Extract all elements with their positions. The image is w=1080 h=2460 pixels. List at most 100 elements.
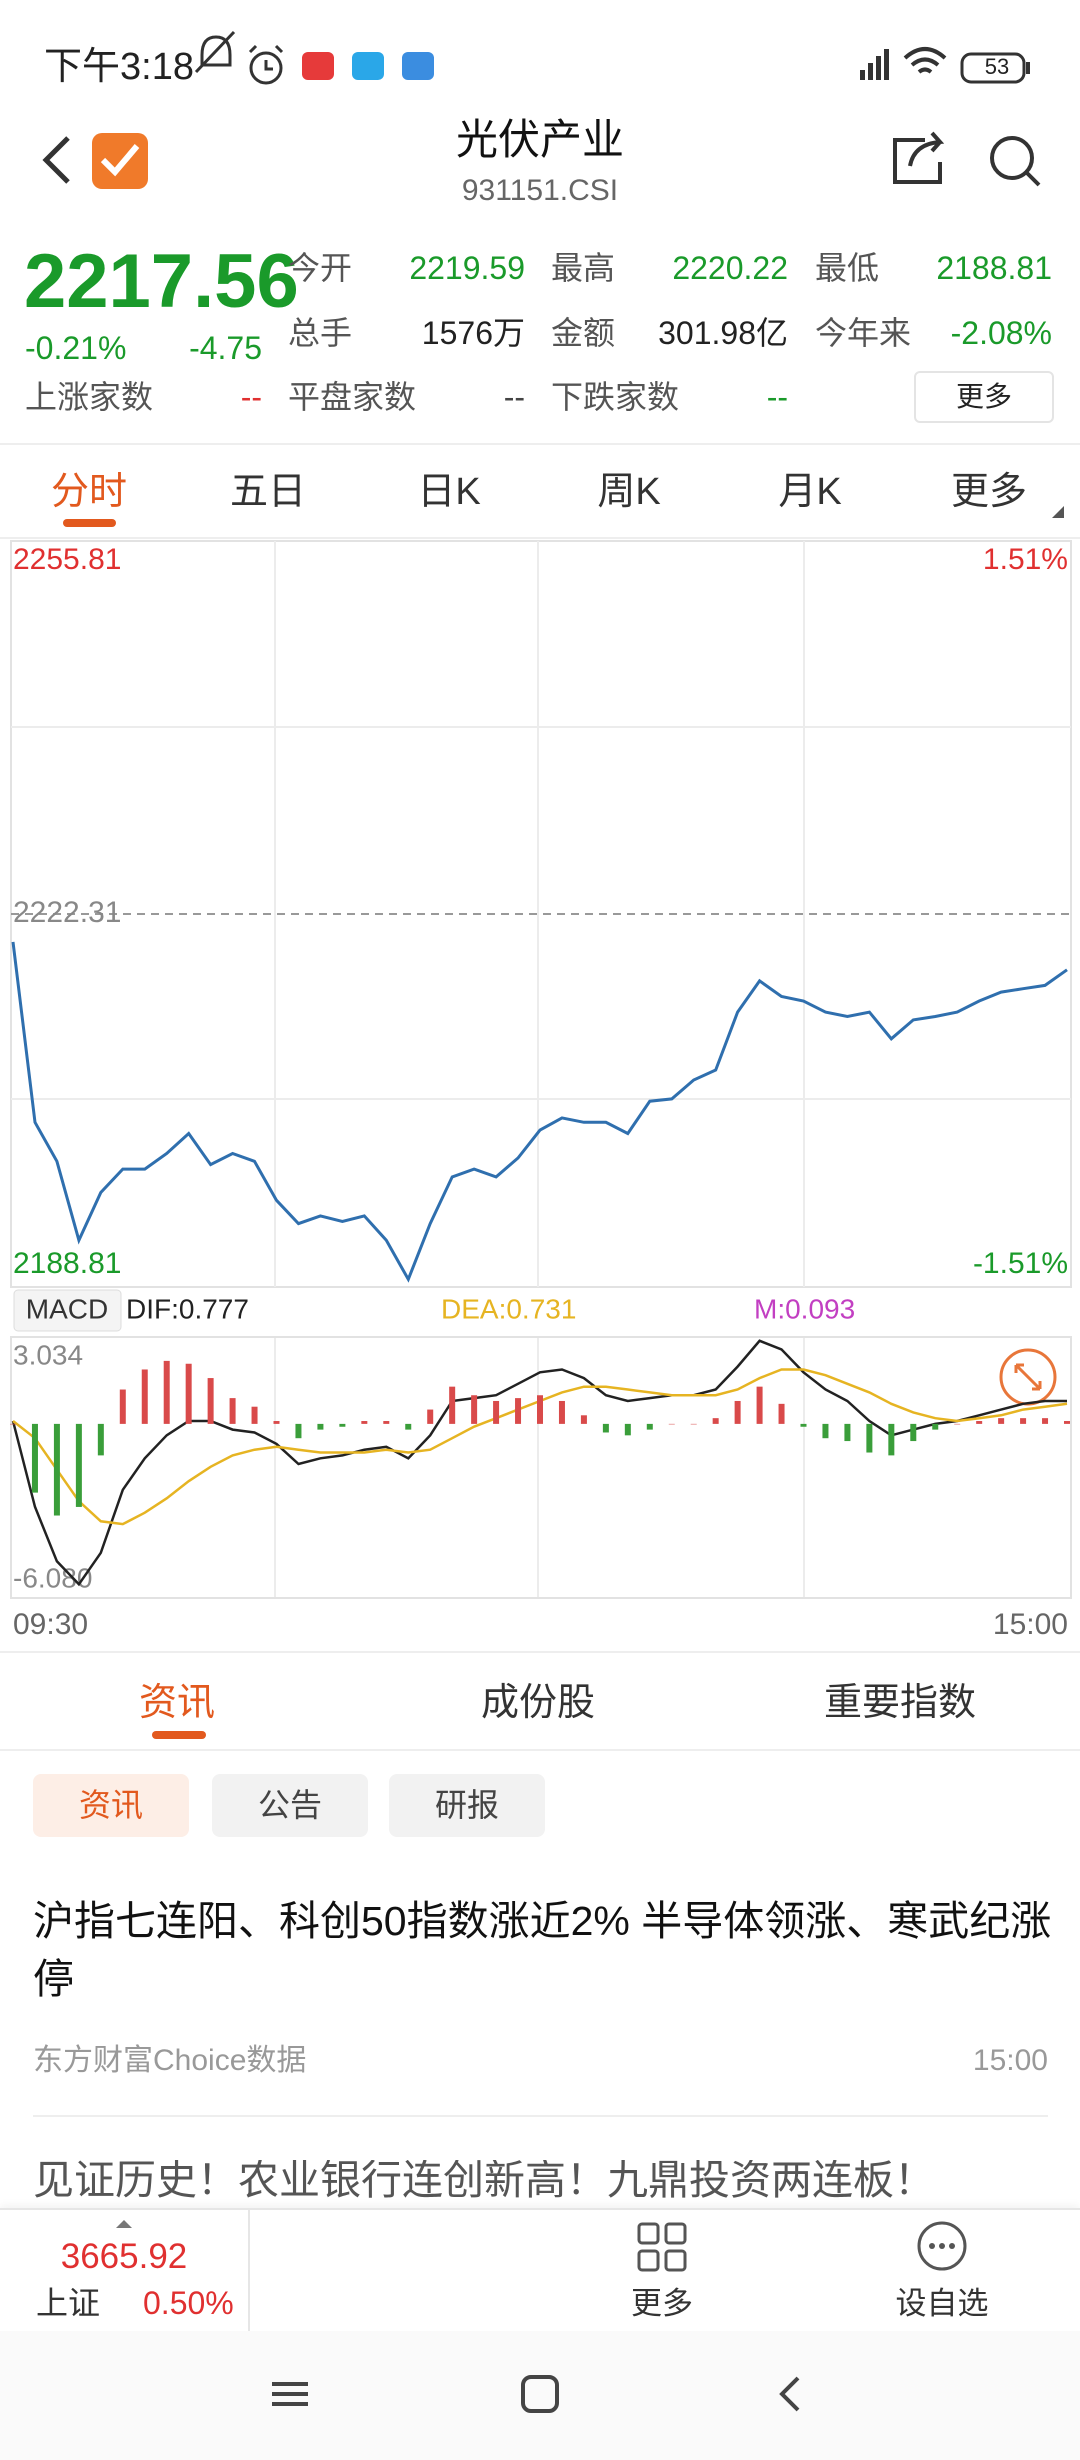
index-code: 931151.CSI <box>461 174 619 207</box>
more-icon[interactable] <box>637 2222 687 2272</box>
macd-bar <box>580 1415 587 1424</box>
filter-chip[interactable]: 公告 <box>212 1774 368 1837</box>
macd-bar <box>756 1386 763 1424</box>
macd-bar <box>317 1423 324 1430</box>
share-button[interactable] <box>893 131 945 184</box>
stat-value: 2220.22 <box>672 250 788 286</box>
nav-menu[interactable] <box>272 2382 308 2406</box>
bottom-icons <box>0 2220 1080 2460</box>
filter-chip[interactable]: 资讯 <box>33 1774 189 1837</box>
macd-bar <box>207 1378 214 1424</box>
x-tick-label: 09:30 <box>13 1608 88 1641</box>
stat-value: 2219.59 <box>409 250 525 286</box>
macd-bar <box>844 1423 851 1442</box>
macd-bar <box>449 1386 456 1424</box>
macd-bar <box>954 1423 961 1425</box>
macd-line <box>11 1339 1067 1587</box>
change: -4.75 <box>189 330 262 366</box>
watchlist-icon[interactable] <box>917 2221 967 2271</box>
stat-value: 301.98亿 <box>658 315 788 351</box>
macd-bar <box>97 1423 104 1456</box>
y-tick-label: 3.034 <box>13 1339 83 1370</box>
back-button[interactable] <box>42 136 70 184</box>
macd-bar <box>1064 1421 1070 1424</box>
divider <box>0 1651 1080 1653</box>
divider <box>248 2210 250 2331</box>
battery-level: 53 <box>984 54 1010 79</box>
breadth-label: 上涨家数 <box>25 379 154 415</box>
macd-bar <box>141 1369 148 1424</box>
status-time: 下午3:18 <box>44 46 194 88</box>
news-title[interactable]: 沪指七连阳、科创50指数涨近2% 半导体领涨、寒武纪涨停 <box>33 1898 1052 2002</box>
legend-entry: M:0.093 <box>754 1293 855 1324</box>
macd-bar <box>273 1421 280 1424</box>
macd-bar <box>163 1360 170 1424</box>
macd-bar <box>10 1423 16 1425</box>
stat-label: 金额 <box>551 315 616 351</box>
filter-chip[interactable]: 研报 <box>389 1774 545 1837</box>
macd-bar <box>910 1423 917 1442</box>
expand-button[interactable] <box>999 1348 1057 1406</box>
period-tab[interactable]: 日K <box>417 471 481 513</box>
macd-bar <box>295 1423 302 1439</box>
indicator-name: MACD <box>26 1293 108 1324</box>
header-icons <box>42 131 1041 189</box>
indicator-box[interactable] <box>13 1289 122 1332</box>
macd-bar <box>668 1423 675 1425</box>
legend-entry: DIF:0.777 <box>126 1293 249 1324</box>
x-tick-label: 15:00 <box>993 1608 1068 1641</box>
tab-underline <box>63 519 116 527</box>
y-tick-label: 2255.81 <box>13 543 121 576</box>
macd-bar <box>734 1400 741 1424</box>
news-tab[interactable]: 成份股 <box>480 1682 595 1724</box>
stat-label: 今开 <box>288 250 353 286</box>
news-source: 东方财富Choice数据 <box>33 2044 307 2077</box>
news-tab[interactable]: 重要指数 <box>823 1682 976 1724</box>
macd-bar <box>75 1423 82 1507</box>
macd-bar <box>976 1421 983 1424</box>
macd-bar <box>405 1423 412 1430</box>
macd-bar <box>31 1423 38 1493</box>
intraday-chart: 2222.31 2188.81 2255.81 -1.51% 1.51% MACD DIF:… <box>10 540 1072 1641</box>
macd-bar <box>602 1423 609 1433</box>
period-tab[interactable]: 周K <box>597 471 661 513</box>
breadth-value: -- <box>503 379 525 415</box>
macd-bar <box>427 1409 434 1424</box>
macd-bar <box>712 1418 719 1424</box>
stat-label: 今年来 <box>815 315 912 351</box>
divider <box>0 443 1080 445</box>
news-time: 15:00 <box>972 2044 1048 2077</box>
title: 光伏产业 <box>455 116 624 163</box>
period-tab[interactable]: 月K <box>778 471 842 513</box>
news-title[interactable]: 见证历史！农业银行连创新高！九鼎投资两连板！ <box>33 2160 935 2201</box>
macd-bar <box>866 1423 873 1453</box>
nav-back[interactable] <box>779 2376 800 2412</box>
breadth-label: 下跌家数 <box>551 379 680 415</box>
breadth-value: -- <box>240 379 262 415</box>
stat-label: 最高 <box>551 250 616 286</box>
news-tab[interactable]: 资讯 <box>138 1682 215 1724</box>
nav-home[interactable] <box>521 2375 559 2413</box>
more-button[interactable]: 更多 <box>914 371 1054 423</box>
period-tab[interactable]: 分时 <box>50 471 127 513</box>
macd-line <box>12 1368 1068 1526</box>
macd-bar <box>646 1423 653 1430</box>
macd-bar <box>229 1398 236 1424</box>
period-tab[interactable]: 五日 <box>229 471 306 513</box>
macd-frame <box>10 1336 1072 1599</box>
macd-bar <box>800 1423 807 1427</box>
stat-value: -2.08% <box>950 315 1052 351</box>
period-tab[interactable]: 更多 <box>950 471 1027 513</box>
y-tick-label: 2188.81 <box>13 1247 121 1280</box>
macd-bar <box>471 1395 478 1424</box>
tab-underline <box>152 1731 206 1739</box>
macd-bar <box>53 1423 60 1516</box>
macd-bar <box>998 1418 1005 1424</box>
legend-entry: DEA:0.731 <box>441 1293 576 1324</box>
bottom-bar <box>0 2208 1080 2333</box>
y2-tick-label: -1.51% <box>973 1247 1068 1280</box>
macd-bar <box>690 1423 697 1425</box>
breadth-value: -- <box>766 379 788 415</box>
search-button[interactable] <box>990 136 1041 187</box>
